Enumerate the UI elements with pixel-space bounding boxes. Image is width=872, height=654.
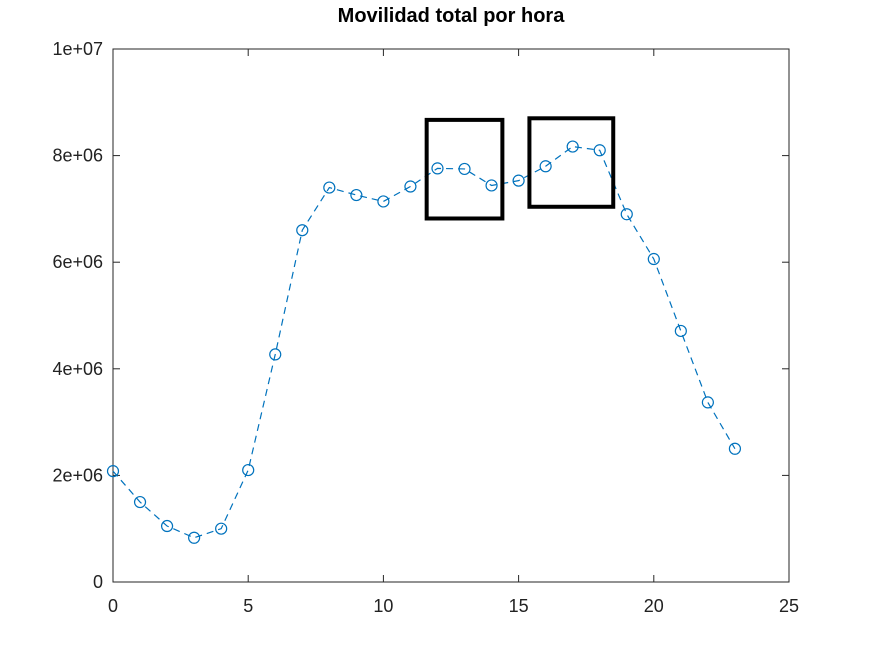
y-tick-label: 1e+07 (52, 39, 103, 59)
data-point-marker (133, 495, 147, 509)
data-point-marker (485, 179, 498, 192)
data-point-marker (566, 140, 579, 153)
data-point-marker (106, 465, 120, 478)
x-axis: 0 5 10 15 20 25 (108, 49, 799, 616)
y-tick-label: 0 (93, 572, 103, 592)
x-tick-label: 20 (644, 596, 664, 616)
data-point-marker (458, 162, 471, 176)
data-point-marker (242, 463, 255, 477)
data-point-marker (404, 180, 417, 193)
data-point-marker (215, 522, 228, 535)
x-tick-label: 0 (108, 596, 118, 616)
data-point-marker (377, 195, 390, 208)
data-point-marker (431, 162, 444, 175)
highlight-box (527, 116, 616, 209)
data-point-marker (674, 324, 687, 338)
y-tick-label: 6e+06 (52, 252, 103, 272)
x-tick-label: 15 (509, 596, 529, 616)
data-point-marker (160, 519, 174, 533)
data-point-marker (701, 396, 714, 409)
data-point-marker (269, 348, 282, 361)
data-point-marker (188, 531, 201, 544)
data-point-marker (512, 174, 525, 187)
x-tick-label: 5 (243, 596, 253, 616)
highlight-boxes (424, 116, 616, 221)
plot-area-frame (112, 48, 790, 583)
y-tick-label: 4e+06 (52, 359, 103, 379)
data-point-marker (323, 181, 336, 194)
x-tick-label: 25 (779, 596, 799, 616)
y-tick-label: 8e+06 (52, 146, 103, 166)
data-point-marker (350, 188, 363, 202)
data-point-marker (296, 224, 309, 237)
series-line (112, 145, 736, 539)
y-tick-label: 2e+06 (52, 465, 103, 485)
highlight-box (424, 117, 505, 221)
x-tick-label: 10 (373, 596, 393, 616)
chart-title: Movilidad total por hora (338, 5, 566, 27)
data-series (106, 140, 742, 544)
data-point-marker (647, 252, 660, 266)
data-point-marker (728, 442, 742, 455)
data-point-marker (539, 160, 552, 173)
y-axis: 0 2e+06 4e+06 6e+06 8e+06 1e+07 (52, 39, 789, 592)
data-point-marker (620, 208, 633, 221)
data-point-marker (593, 144, 606, 157)
